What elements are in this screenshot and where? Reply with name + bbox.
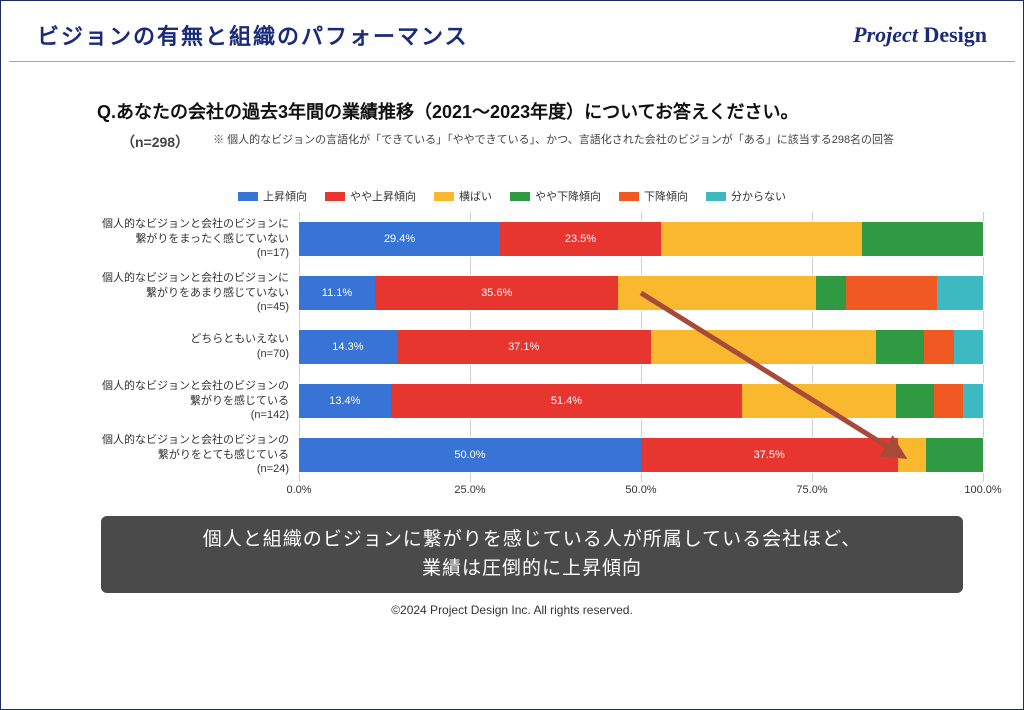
logo-left: Project — [853, 22, 923, 47]
page-title: ビジョンの有無と組織のパフォーマンス — [37, 19, 469, 51]
logo: Project Design — [853, 22, 987, 48]
x-tick-label: 100.0% — [964, 484, 1001, 496]
header: ビジョンの有無と組織のパフォーマンス Project Design — [1, 1, 1023, 61]
bar-row: 14.3%37.1% — [299, 320, 983, 374]
bar-segment — [896, 384, 934, 418]
bar-segment — [661, 222, 862, 256]
plot-area: 29.4%23.5%11.1%35.6%14.3%37.1%13.4%51.4%… — [299, 212, 983, 482]
conclusion-box: 個人と組織のビジョンに繋がりを感じている人が所属している会社ほど、 業績は圧倒的… — [101, 516, 963, 593]
legend-label: 横ばい — [459, 188, 492, 204]
bar-row: 50.0%37.5% — [299, 428, 983, 482]
bar-segment — [954, 330, 983, 364]
sample-note: ※ 個人的なビジョンの言語化が「できている」「ややできている」、かつ、言語化され… — [213, 132, 894, 149]
bar-segment — [937, 276, 983, 310]
bar-segment: 37.5% — [641, 438, 898, 472]
bar-segment — [963, 384, 983, 418]
header-rule — [9, 61, 1015, 62]
category-label: どちらともいえない(n=70) — [41, 320, 299, 374]
legend-item: 上昇傾向 — [238, 188, 307, 204]
bar-segment: 29.4% — [299, 222, 500, 256]
legend-swatch — [706, 192, 726, 201]
x-tick-label: 25.0% — [454, 484, 485, 496]
stacked-bar: 29.4%23.5% — [299, 222, 983, 256]
bar-segment: 11.1% — [299, 276, 375, 310]
legend-item: やや下降傾向 — [510, 188, 601, 204]
legend-label: 下降傾向 — [644, 188, 688, 204]
footer-copyright: ©2024 Project Design Inc. All rights res… — [1, 603, 1023, 617]
bar-segment: 50.0% — [299, 438, 641, 472]
legend-label: やや下降傾向 — [535, 188, 601, 204]
legend-label: 分からない — [731, 188, 786, 204]
legend: 上昇傾向 やや上昇傾向 横ばい やや下降傾向 下降傾向 分からない — [1, 188, 1023, 204]
x-tick-label: 0.0% — [286, 484, 311, 496]
logo-right: Design — [923, 22, 987, 47]
legend-swatch — [325, 192, 345, 201]
bar-segment — [618, 276, 816, 310]
legend-swatch — [434, 192, 454, 201]
bar-segment — [816, 276, 846, 310]
bar-segment: 51.4% — [391, 384, 743, 418]
legend-item: 横ばい — [434, 188, 492, 204]
bar-row: 29.4%23.5% — [299, 212, 983, 266]
bar-segment: 35.6% — [375, 276, 619, 310]
bar-segment — [742, 384, 896, 418]
legend-label: 上昇傾向 — [263, 188, 307, 204]
stacked-bar: 13.4%51.4% — [299, 384, 983, 418]
bar-segment — [876, 330, 925, 364]
bar-segment — [934, 384, 963, 418]
x-axis: 0.0%25.0%50.0%75.0%100.0% — [299, 482, 983, 502]
category-label: 個人的なビジョンと会社のビジョンの繋がりを感じている(n=142) — [41, 374, 299, 428]
stacked-bar: 50.0%37.5% — [299, 438, 983, 472]
legend-item: 下降傾向 — [619, 188, 688, 204]
bar-segment: 14.3% — [299, 330, 397, 364]
question-text: Q.あなたの会社の過去3年間の業績推移（2021～2023年度）についてお答えく… — [97, 98, 963, 124]
slide: ビジョンの有無と組織のパフォーマンス Project Design Q.あなたの… — [0, 0, 1024, 710]
bar-segment — [924, 330, 953, 364]
y-axis-labels: 個人的なビジョンと会社のビジョンに繋がりをまったく感じていない(n=17)個人的… — [41, 212, 299, 482]
bar-segment: 13.4% — [299, 384, 391, 418]
category-label: 個人的なビジョンと会社のビジョンの繋がりをとても感じている(n=24) — [41, 428, 299, 482]
bar-row: 13.4%51.4% — [299, 374, 983, 428]
legend-item: 分からない — [706, 188, 786, 204]
x-tick-label: 75.0% — [796, 484, 827, 496]
bar-segment — [862, 222, 983, 256]
category-label: 個人的なビジョンと会社のビジョンに繋がりをまったく感じていない(n=17) — [41, 212, 299, 266]
legend-item: やや上昇傾向 — [325, 188, 416, 204]
bars: 29.4%23.5%11.1%35.6%14.3%37.1%13.4%51.4%… — [299, 212, 983, 482]
bar-segment: 23.5% — [500, 222, 661, 256]
category-label: 個人的なビジョンと会社のビジョンに繋がりをあまり感じていない(n=45) — [41, 266, 299, 320]
conclusion-line-1: 個人と組織のビジョンに繋がりを感じている人が所属している会社ほど、 — [121, 526, 943, 555]
x-tick-label: 50.0% — [625, 484, 656, 496]
legend-swatch — [238, 192, 258, 201]
legend-swatch — [619, 192, 639, 201]
stacked-bar: 11.1%35.6% — [299, 276, 983, 310]
chart: 個人的なビジョンと会社のビジョンに繋がりをまったく感じていない(n=17)個人的… — [41, 212, 983, 482]
legend-swatch — [510, 192, 530, 201]
bar-segment — [846, 276, 937, 310]
gridline — [983, 212, 984, 482]
sample-row: （n=298） ※ 個人的なビジョンの言語化が「できている」「ややできている」、… — [121, 132, 963, 152]
conclusion-line-2: 業績は圧倒的に上昇傾向 — [121, 555, 943, 584]
sample-size-label: （n=298） — [121, 132, 189, 152]
bar-segment: 37.1% — [397, 330, 651, 364]
bar-segment — [651, 330, 876, 364]
stacked-bar: 14.3%37.1% — [299, 330, 983, 364]
bar-row: 11.1%35.6% — [299, 266, 983, 320]
legend-label: やや上昇傾向 — [350, 188, 416, 204]
bar-segment — [898, 438, 927, 472]
bar-segment — [926, 438, 983, 472]
